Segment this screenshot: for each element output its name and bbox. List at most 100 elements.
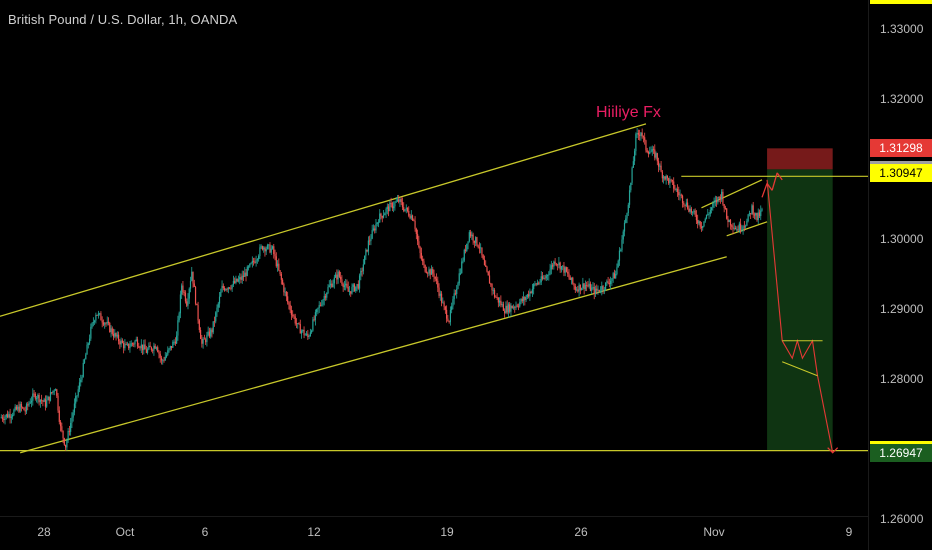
candle-body	[71, 417, 73, 424]
candle-body	[111, 328, 113, 334]
candle-body	[661, 171, 663, 179]
candle-body	[53, 390, 55, 392]
candle-body	[635, 134, 637, 152]
candle-body	[207, 331, 209, 336]
candle-body	[541, 276, 544, 279]
candle-body	[179, 294, 182, 314]
candle-body	[752, 205, 754, 215]
candle-body	[210, 329, 212, 337]
candle-body	[307, 333, 309, 337]
candle-body	[153, 345, 155, 351]
candle-body	[83, 359, 86, 363]
candle-body	[435, 278, 438, 281]
candle-body	[589, 283, 592, 291]
candle-body	[705, 214, 708, 219]
candle-body	[62, 430, 64, 439]
candle-body	[567, 271, 569, 274]
candle-body	[409, 215, 411, 219]
candle-body	[382, 215, 385, 218]
candle-body	[9, 414, 11, 419]
candle-body	[654, 149, 656, 158]
candle-body	[555, 263, 557, 265]
candle-body	[308, 336, 310, 337]
candle-body	[51, 392, 53, 394]
candle-body	[572, 277, 574, 284]
candle-body	[630, 182, 632, 191]
candle-body	[154, 345, 156, 349]
candle-body	[91, 323, 93, 327]
candle-body	[104, 323, 106, 325]
candle-body	[512, 307, 515, 309]
candle-body	[420, 252, 422, 259]
candle-body	[68, 430, 70, 432]
candle-body	[235, 278, 237, 284]
time-tick-label: Oct	[115, 525, 135, 539]
candle-body	[346, 283, 348, 288]
candle-body	[663, 176, 665, 179]
candle-body	[681, 195, 684, 203]
candle-body	[535, 283, 537, 285]
candle-body	[351, 286, 353, 294]
price-tick-label: 1.33000	[880, 22, 924, 37]
candle-body	[684, 204, 686, 206]
candle-body	[70, 423, 72, 432]
candle-body	[439, 293, 441, 296]
candle-body	[548, 274, 550, 276]
candle-body	[177, 320, 179, 336]
candle-body	[358, 275, 361, 289]
candle-body	[490, 283, 492, 285]
candle-body	[304, 334, 306, 336]
candle-body	[223, 288, 226, 291]
candle-body	[536, 282, 539, 285]
candle-body	[57, 395, 59, 411]
time-tick-label: 28	[37, 525, 51, 539]
candle-body	[563, 265, 565, 273]
candle-body	[668, 178, 670, 184]
candle-body	[669, 179, 671, 184]
candle-body	[427, 272, 429, 274]
candle-body	[66, 440, 68, 448]
candle-body	[657, 161, 660, 167]
candle-body	[169, 346, 171, 349]
candle-body	[704, 218, 706, 222]
candle-body	[112, 333, 115, 337]
candle-body	[416, 233, 419, 242]
candle-body	[163, 360, 165, 362]
candle-body	[514, 307, 516, 309]
candle-body	[131, 343, 134, 345]
candle-body	[371, 230, 373, 239]
candle-body	[632, 161, 634, 168]
candle-body	[557, 264, 559, 266]
candle-body	[586, 284, 588, 286]
channel-lower-line	[20, 256, 727, 454]
candle-body	[748, 213, 751, 215]
price-axis[interactable]	[868, 0, 932, 550]
price-chart[interactable]	[0, 0, 868, 516]
candle-body	[273, 246, 275, 255]
candle-body	[49, 392, 52, 401]
candle-body	[693, 210, 695, 212]
candle-body	[362, 264, 364, 272]
candle-body	[42, 400, 44, 402]
candle-body	[241, 275, 243, 280]
candle-body	[755, 212, 757, 216]
candle-body	[174, 341, 176, 344]
candle-body	[309, 332, 311, 337]
candle-body	[487, 271, 489, 276]
candle-body	[592, 286, 594, 288]
candle-body	[741, 229, 743, 231]
candle-body	[476, 237, 478, 246]
candle-body	[376, 222, 378, 225]
candle-body	[116, 334, 118, 337]
time-tick-label: 12	[307, 525, 321, 539]
candle-body	[252, 260, 255, 262]
take-profit-zone	[767, 169, 833, 451]
candle-body	[568, 273, 570, 278]
candle-body	[481, 247, 483, 256]
candle-body	[447, 318, 449, 322]
price-tick-label: 1.30000	[880, 232, 924, 247]
candle-body	[187, 298, 189, 306]
candle-body	[20, 404, 23, 408]
candle-body	[617, 260, 619, 268]
